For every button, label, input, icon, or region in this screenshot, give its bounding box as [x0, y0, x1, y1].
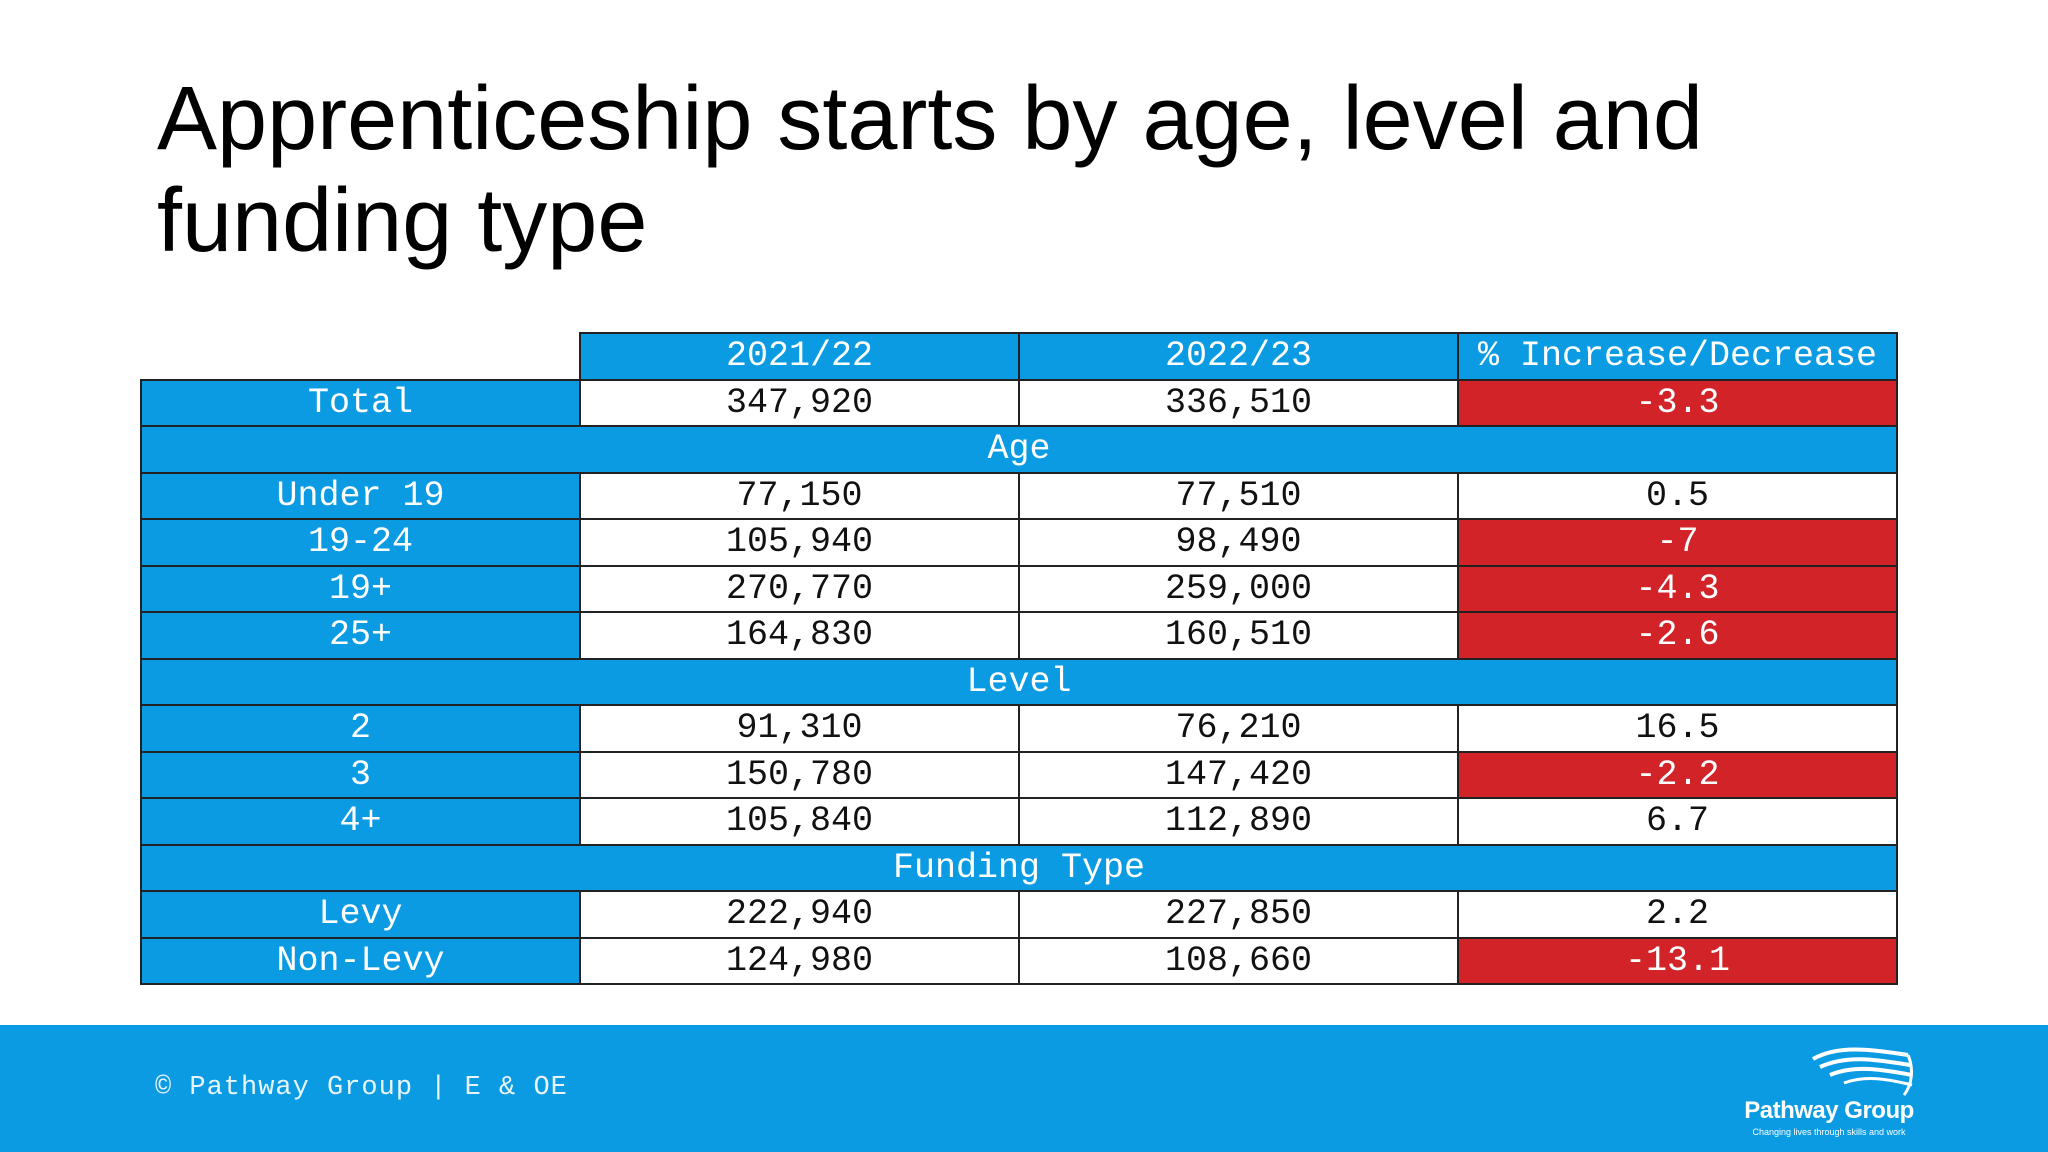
- cell-2021-22: 150,780: [579, 750, 1020, 799]
- cell-change: 2.2: [1457, 890, 1898, 939]
- cell-2021-22: 105,940: [579, 518, 1020, 567]
- cell-2021-22: 91,310: [579, 704, 1020, 753]
- logo-name: Pathway Group: [1744, 1097, 1914, 1124]
- cell-2021-22: 347,920: [579, 378, 1020, 427]
- cell-change: -2.6: [1457, 611, 1898, 660]
- row-label: Total: [140, 378, 581, 427]
- section-title: Age: [140, 425, 1898, 474]
- cell-2022-23: 259,000: [1018, 564, 1459, 613]
- cell-2022-23: 227,850: [1018, 890, 1459, 939]
- logo-tagline: Changing lives through skills and work: [1752, 1127, 1906, 1137]
- footer-bar: © Pathway Group | E & OE Pathway Group C…: [0, 1025, 2048, 1152]
- section-header-level: Level: [140, 657, 1898, 706]
- cell-2021-22: 164,830: [579, 611, 1020, 660]
- cell-change: -3.3: [1457, 378, 1898, 427]
- cell-change: -7: [1457, 518, 1898, 567]
- cell-2021-22: 222,940: [579, 890, 1020, 939]
- row-label: 19+: [140, 564, 581, 613]
- header-row: 2021/22 2022/23 % Increase/Decrease: [141, 332, 1898, 381]
- column-header-2022-23: 2022/23: [1018, 332, 1459, 381]
- table-row: 19+ 270,770 259,000 -4.3: [140, 564, 1898, 613]
- row-label: 25+: [140, 611, 581, 660]
- corner-cell: [141, 333, 580, 380]
- cell-change: 6.7: [1457, 797, 1898, 846]
- table-row: Levy 222,940 227,850 2.2: [140, 890, 1898, 939]
- cell-change: -13.1: [1457, 936, 1898, 985]
- section-header-funding-type: Funding Type: [140, 843, 1898, 892]
- cell-2022-23: 160,510: [1018, 611, 1459, 660]
- cell-change: 16.5: [1457, 704, 1898, 753]
- table-row: 4+ 105,840 112,890 6.7: [140, 797, 1898, 846]
- apprenticeship-table: 2021/22 2022/23 % Increase/Decrease Tota…: [140, 332, 1898, 985]
- column-header-2021-22: 2021/22: [579, 332, 1020, 381]
- cell-2022-23: 336,510: [1018, 378, 1459, 427]
- table-row: 19-24 105,940 98,490 -7: [140, 518, 1898, 567]
- table-row: Under 19 77,150 77,510 0.5: [140, 471, 1898, 520]
- page-title: Apprenticeship starts by age, level and …: [157, 69, 1703, 271]
- row-label: Levy: [140, 890, 581, 939]
- cell-2022-23: 77,510: [1018, 471, 1459, 520]
- table-row: 3 150,780 147,420 -2.2: [140, 750, 1898, 799]
- table-row: 2 91,310 76,210 16.5: [140, 704, 1898, 753]
- cell-change: -4.3: [1457, 564, 1898, 613]
- copyright-text: © Pathway Group | E & OE: [155, 1073, 568, 1103]
- row-label: 2: [140, 704, 581, 753]
- cell-2022-23: 76,210: [1018, 704, 1459, 753]
- cell-2021-22: 270,770: [579, 564, 1020, 613]
- cell-2021-22: 124,980: [579, 936, 1020, 985]
- row-label: 19-24: [140, 518, 581, 567]
- table-row: Non-Levy 124,980 108,660 -13.1: [140, 936, 1898, 985]
- row-label: Under 19: [140, 471, 581, 520]
- cell-2021-22: 105,840: [579, 797, 1020, 846]
- section-header-age: Age: [140, 425, 1898, 474]
- pathway-group-logo: Pathway Group Changing lives through ski…: [1720, 1045, 1920, 1145]
- cell-change: 0.5: [1457, 471, 1898, 520]
- cell-2022-23: 112,890: [1018, 797, 1459, 846]
- table-row-total: Total 347,920 336,510 -3.3: [140, 378, 1898, 427]
- cell-2022-23: 108,660: [1018, 936, 1459, 985]
- cell-2021-22: 77,150: [579, 471, 1020, 520]
- cell-change: -2.2: [1457, 750, 1898, 799]
- section-title: Funding Type: [140, 843, 1898, 892]
- row-label: Non-Levy: [140, 936, 581, 985]
- section-title: Level: [140, 657, 1898, 706]
- cell-2022-23: 98,490: [1018, 518, 1459, 567]
- cell-2022-23: 147,420: [1018, 750, 1459, 799]
- row-label: 4+: [140, 797, 581, 846]
- table-row: 25+ 164,830 160,510 -2.6: [140, 611, 1898, 660]
- column-header-change: % Increase/Decrease: [1457, 332, 1898, 381]
- wave-logo-icon: [1812, 1047, 1913, 1096]
- row-label: 3: [140, 750, 581, 799]
